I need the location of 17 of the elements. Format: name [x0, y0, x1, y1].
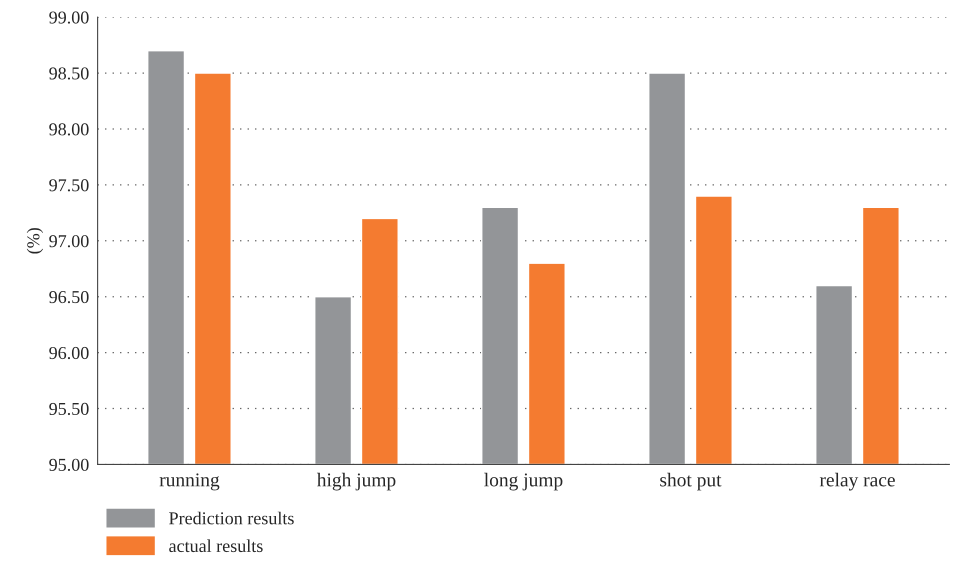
x-tick-label: long jump [484, 472, 562, 490]
y-tick-label: 96.00 [49, 346, 89, 360]
legend-label: Prediction results [169, 512, 294, 524]
y-tick-label: 95.50 [49, 402, 89, 416]
y-tick-label: 97.50 [49, 179, 89, 192]
y-tick-label: 98.00 [49, 123, 89, 136]
x-tick-label: relay race [820, 472, 895, 490]
y-axis-title: (%) [26, 228, 44, 254]
y-tick-label: 97.00 [49, 235, 89, 248]
legend-label: actual results [169, 539, 263, 552]
y-tick-label: 96.50 [49, 290, 89, 304]
y-tick-label: 98.50 [49, 67, 89, 80]
y-tick-label: 99.00 [49, 11, 89, 24]
y-tick-label: 95.00 [49, 458, 89, 471]
x-tick-label: running [160, 473, 220, 490]
x-tick-label: high jump [316, 472, 396, 490]
x-tick-label: shot put [660, 472, 722, 490]
